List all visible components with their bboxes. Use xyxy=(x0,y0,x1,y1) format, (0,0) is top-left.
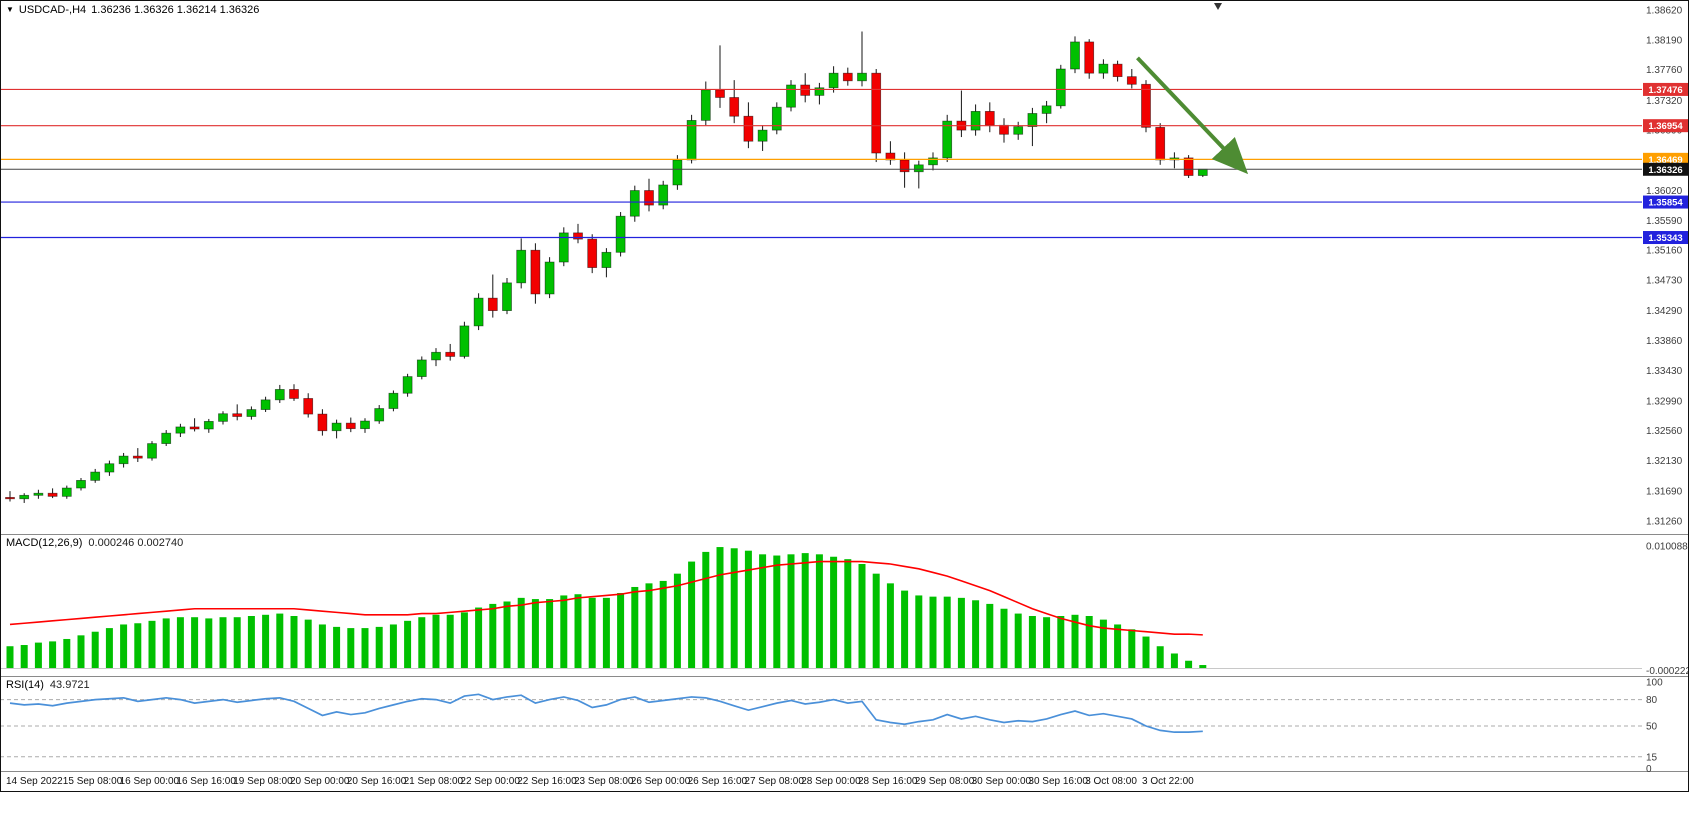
svg-text:1.36326: 1.36326 xyxy=(1648,165,1682,176)
svg-text:1.38620: 1.38620 xyxy=(1646,6,1683,17)
price-tags: 1.37476 1.36954 1.36469 1.35854 1.35343 1.363… xyxy=(1643,82,1688,245)
macd-axis: 0.010088 -0.000222 xyxy=(1646,542,1689,678)
chart-ohlc-values: 1.36236 1.36326 1.36214 1.36326 xyxy=(91,4,260,16)
svg-text:19 Sep 08:00: 19 Sep 08:00 xyxy=(233,776,293,787)
svg-text:0: 0 xyxy=(1646,764,1652,775)
svg-text:1.35160: 1.35160 xyxy=(1646,246,1683,257)
macd-histogram xyxy=(0,547,1642,669)
svg-text:23 Sep 08:00: 23 Sep 08:00 xyxy=(574,776,634,787)
chart-canvas[interactable]: 1.386201.381901.377601.373201.368901.364… xyxy=(0,0,1689,793)
rsi-value: 43.9721 xyxy=(49,679,90,691)
svg-text:14 Sep 2022: 14 Sep 2022 xyxy=(6,776,63,787)
svg-text:1.33860: 1.33860 xyxy=(1646,336,1683,347)
svg-text:26 Sep 00:00: 26 Sep 00:00 xyxy=(631,776,691,787)
svg-text:3 Oct 08:00: 3 Oct 08:00 xyxy=(1085,776,1137,787)
svg-text:1.36020: 1.36020 xyxy=(1646,186,1683,197)
svg-text:1.35343: 1.35343 xyxy=(1648,233,1682,244)
svg-text:1.31260: 1.31260 xyxy=(1646,517,1683,528)
svg-text:1.37320: 1.37320 xyxy=(1646,96,1683,107)
svg-text:100: 100 xyxy=(1646,678,1663,689)
svg-text:80: 80 xyxy=(1646,695,1658,706)
svg-text:30 Sep 00:00: 30 Sep 00:00 xyxy=(972,776,1032,787)
chart-title: ▼ USDCAD-,H4 1.36236 1.36326 1.36214 1.3… xyxy=(6,4,259,16)
trend-arrow[interactable] xyxy=(1136,56,1249,175)
svg-text:1.32560: 1.32560 xyxy=(1646,426,1683,437)
svg-text:28 Sep 16:00: 28 Sep 16:00 xyxy=(858,776,918,787)
svg-text:3 Oct 22:00: 3 Oct 22:00 xyxy=(1142,776,1194,787)
svg-text:15: 15 xyxy=(1646,752,1658,763)
svg-text:1.35590: 1.35590 xyxy=(1646,216,1683,227)
svg-text:1.31690: 1.31690 xyxy=(1646,487,1683,498)
svg-text:-0.000222: -0.000222 xyxy=(1646,666,1689,677)
chart-symbol-timeframe: USDCAD-,H4 xyxy=(18,4,87,16)
svg-text:1.32130: 1.32130 xyxy=(1646,456,1683,467)
svg-text:21 Sep 08:00: 21 Sep 08:00 xyxy=(404,776,464,787)
svg-text:22 Sep 00:00: 22 Sep 00:00 xyxy=(460,776,520,787)
macd-values: 0.000246 0.002740 xyxy=(88,537,184,549)
svg-text:1.37476: 1.37476 xyxy=(1648,85,1682,96)
svg-text:27 Sep 08:00: 27 Sep 08:00 xyxy=(744,776,804,787)
svg-text:0.010088: 0.010088 xyxy=(1646,542,1688,553)
macd-name: MACD(12,26,9) xyxy=(6,537,83,549)
svg-text:1.37760: 1.37760 xyxy=(1646,65,1683,76)
svg-text:30 Sep 16:00: 30 Sep 16:00 xyxy=(1028,776,1088,787)
svg-text:29 Sep 08:00: 29 Sep 08:00 xyxy=(915,776,975,787)
svg-text:1.35854: 1.35854 xyxy=(1648,198,1683,209)
rsi-indicator-label: RSI(14) 43.9721 xyxy=(6,679,90,691)
svg-text:1.34730: 1.34730 xyxy=(1646,276,1683,287)
svg-text:26 Sep 16:00: 26 Sep 16:00 xyxy=(688,776,748,787)
svg-text:1.36469: 1.36469 xyxy=(1648,155,1682,166)
svg-text:20 Sep 00:00: 20 Sep 00:00 xyxy=(290,776,350,787)
svg-text:50: 50 xyxy=(1646,722,1658,733)
svg-text:15 Sep 08:00: 15 Sep 08:00 xyxy=(63,776,123,787)
svg-text:16 Sep 00:00: 16 Sep 00:00 xyxy=(120,776,180,787)
pane-separators xyxy=(0,534,1689,772)
chart-background xyxy=(0,0,1689,793)
svg-text:1.34290: 1.34290 xyxy=(1646,306,1683,317)
rsi-name: RSI(14) xyxy=(6,679,44,691)
candles-layer[interactable] xyxy=(5,31,1208,503)
svg-text:16 Sep 16:00: 16 Sep 16:00 xyxy=(176,776,236,787)
symbol-dropdown-icon[interactable]: ▼ xyxy=(6,5,14,14)
svg-text:28 Sep 00:00: 28 Sep 00:00 xyxy=(801,776,861,787)
support-resistance-lines[interactable] xyxy=(0,88,1642,239)
svg-text:1.36954: 1.36954 xyxy=(1648,121,1683,132)
rsi-levels xyxy=(0,699,1642,758)
svg-text:1.33430: 1.33430 xyxy=(1646,366,1683,377)
macd-indicator-label: MACD(12,26,9) 0.000246 0.002740 xyxy=(6,537,183,549)
svg-text:1.38190: 1.38190 xyxy=(1646,35,1683,46)
svg-text:22 Sep 16:00: 22 Sep 16:00 xyxy=(517,776,577,787)
svg-text:1.32990: 1.32990 xyxy=(1646,396,1683,407)
chart-shift-marker[interactable] xyxy=(1214,3,1222,10)
macd-signal-line xyxy=(9,560,1203,636)
rsi-axis: 100 80 50 150 xyxy=(1646,678,1663,776)
svg-text:20 Sep 16:00: 20 Sep 16:00 xyxy=(347,776,407,787)
rsi-line xyxy=(9,693,1203,734)
